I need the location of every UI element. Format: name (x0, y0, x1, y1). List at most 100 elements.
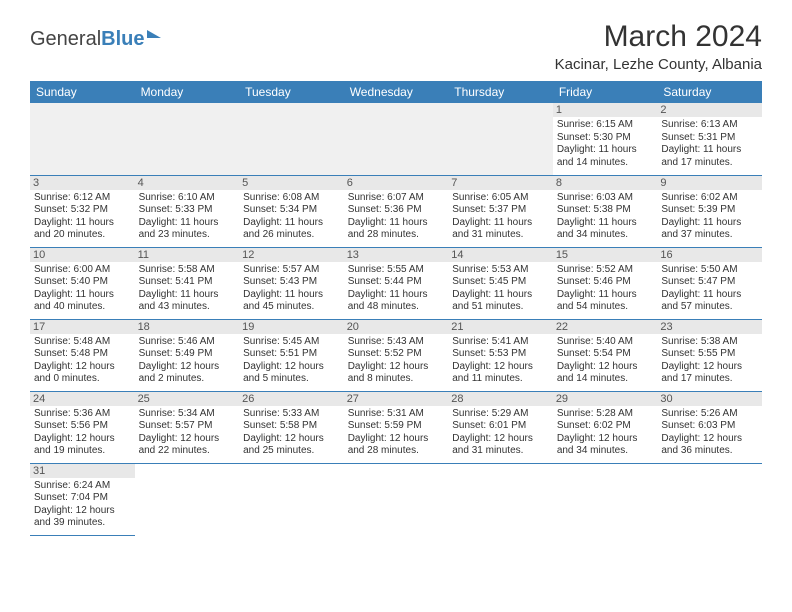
calendar-cell (553, 463, 658, 535)
daylight-line: Daylight: 11 hours and 17 minutes. (661, 144, 758, 169)
calendar-cell (135, 463, 240, 535)
weekday-header: Sunday (30, 81, 135, 103)
daylight-line: Daylight: 11 hours and 26 minutes. (243, 217, 340, 242)
weekday-header: Monday (135, 81, 240, 103)
sunrise-line: Sunrise: 6:15 AM (557, 119, 654, 132)
daylight-line: Daylight: 11 hours and 31 minutes. (452, 217, 549, 242)
logo-flag-icon (147, 30, 161, 38)
sunrise-line: Sunrise: 5:28 AM (557, 408, 654, 421)
calendar-cell (239, 463, 344, 535)
daylight-line: Daylight: 11 hours and 57 minutes. (661, 289, 758, 314)
calendar-cell: 13Sunrise: 5:55 AMSunset: 5:44 PMDayligh… (344, 247, 449, 319)
calendar-cell: 8Sunrise: 6:03 AMSunset: 5:38 PMDaylight… (553, 175, 658, 247)
sunset-line: Sunset: 5:57 PM (139, 420, 236, 433)
calendar-table: Sunday Monday Tuesday Wednesday Thursday… (30, 81, 762, 536)
sunset-line: Sunset: 5:36 PM (348, 204, 445, 217)
daylight-line: Daylight: 12 hours and 11 minutes. (452, 361, 549, 386)
day-number: 10 (30, 248, 135, 262)
calendar-cell: 30Sunrise: 5:26 AMSunset: 6:03 PMDayligh… (657, 391, 762, 463)
calendar-cell: 5Sunrise: 6:08 AMSunset: 5:34 PMDaylight… (239, 175, 344, 247)
day-number: 17 (30, 320, 135, 334)
sunrise-line: Sunrise: 5:55 AM (348, 264, 445, 277)
calendar-row: 17Sunrise: 5:48 AMSunset: 5:48 PMDayligh… (30, 319, 762, 391)
sunrise-line: Sunrise: 5:45 AM (243, 336, 340, 349)
weekday-header: Saturday (657, 81, 762, 103)
day-number: 13 (344, 248, 449, 262)
day-number: 18 (135, 320, 240, 334)
sunrise-line: Sunrise: 5:36 AM (34, 408, 131, 421)
calendar-cell: 15Sunrise: 5:52 AMSunset: 5:46 PMDayligh… (553, 247, 658, 319)
calendar-cell: 7Sunrise: 6:05 AMSunset: 5:37 PMDaylight… (448, 175, 553, 247)
day-number: 26 (239, 392, 344, 406)
sunset-line: Sunset: 5:39 PM (661, 204, 758, 217)
daylight-line: Daylight: 11 hours and 54 minutes. (557, 289, 654, 314)
sunrise-line: Sunrise: 6:24 AM (34, 480, 131, 493)
sunrise-line: Sunrise: 5:52 AM (557, 264, 654, 277)
sunrise-line: Sunrise: 6:05 AM (452, 192, 549, 205)
daylight-line: Daylight: 12 hours and 5 minutes. (243, 361, 340, 386)
title-block: March 2024 Kacinar, Lezhe County, Albani… (555, 20, 762, 73)
sunset-line: Sunset: 5:43 PM (243, 276, 340, 289)
header: GeneralBlue March 2024 Kacinar, Lezhe Co… (30, 20, 762, 73)
sunset-line: Sunset: 5:34 PM (243, 204, 340, 217)
calendar-cell (344, 103, 449, 175)
calendar-cell: 4Sunrise: 6:10 AMSunset: 5:33 PMDaylight… (135, 175, 240, 247)
calendar-cell: 10Sunrise: 6:00 AMSunset: 5:40 PMDayligh… (30, 247, 135, 319)
day-number: 21 (448, 320, 553, 334)
calendar-row: 3Sunrise: 6:12 AMSunset: 5:32 PMDaylight… (30, 175, 762, 247)
location-subtitle: Kacinar, Lezhe County, Albania (555, 56, 762, 73)
sunrise-line: Sunrise: 5:26 AM (661, 408, 758, 421)
daylight-line: Daylight: 12 hours and 0 minutes. (34, 361, 131, 386)
sunrise-line: Sunrise: 5:46 AM (139, 336, 236, 349)
sunrise-line: Sunrise: 5:53 AM (452, 264, 549, 277)
day-number: 12 (239, 248, 344, 262)
calendar-cell (30, 103, 135, 175)
calendar-cell: 18Sunrise: 5:46 AMSunset: 5:49 PMDayligh… (135, 319, 240, 391)
calendar-cell: 1Sunrise: 6:15 AMSunset: 5:30 PMDaylight… (553, 103, 658, 175)
sunrise-line: Sunrise: 6:13 AM (661, 119, 758, 132)
day-number: 24 (30, 392, 135, 406)
weekday-header: Thursday (448, 81, 553, 103)
day-number: 2 (657, 103, 762, 117)
day-number: 3 (30, 176, 135, 190)
day-number: 23 (657, 320, 762, 334)
sunrise-line: Sunrise: 5:58 AM (139, 264, 236, 277)
sunset-line: Sunset: 5:54 PM (557, 348, 654, 361)
sunrise-line: Sunrise: 5:29 AM (452, 408, 549, 421)
day-number: 16 (657, 248, 762, 262)
weekday-header-row: Sunday Monday Tuesday Wednesday Thursday… (30, 81, 762, 103)
day-number: 19 (239, 320, 344, 334)
daylight-line: Daylight: 12 hours and 8 minutes. (348, 361, 445, 386)
day-number: 9 (657, 176, 762, 190)
daylight-line: Daylight: 11 hours and 40 minutes. (34, 289, 131, 314)
daylight-line: Daylight: 11 hours and 43 minutes. (139, 289, 236, 314)
day-number: 11 (135, 248, 240, 262)
sunset-line: Sunset: 5:48 PM (34, 348, 131, 361)
sunset-line: Sunset: 5:47 PM (661, 276, 758, 289)
daylight-line: Daylight: 11 hours and 23 minutes. (139, 217, 236, 242)
daylight-line: Daylight: 12 hours and 28 minutes. (348, 433, 445, 458)
sunset-line: Sunset: 5:49 PM (139, 348, 236, 361)
day-number: 20 (344, 320, 449, 334)
calendar-row: 1Sunrise: 6:15 AMSunset: 5:30 PMDaylight… (30, 103, 762, 175)
sunset-line: Sunset: 5:59 PM (348, 420, 445, 433)
sunset-line: Sunset: 5:32 PM (34, 204, 131, 217)
sunrise-line: Sunrise: 6:07 AM (348, 192, 445, 205)
daylight-line: Daylight: 12 hours and 17 minutes. (661, 361, 758, 386)
calendar-cell: 17Sunrise: 5:48 AMSunset: 5:48 PMDayligh… (30, 319, 135, 391)
calendar-row: 31Sunrise: 6:24 AMSunset: 7:04 PMDayligh… (30, 463, 762, 535)
calendar-cell: 14Sunrise: 5:53 AMSunset: 5:45 PMDayligh… (448, 247, 553, 319)
sunset-line: Sunset: 5:33 PM (139, 204, 236, 217)
sunset-line: Sunset: 5:55 PM (661, 348, 758, 361)
calendar-cell: 11Sunrise: 5:58 AMSunset: 5:41 PMDayligh… (135, 247, 240, 319)
calendar-cell: 28Sunrise: 5:29 AMSunset: 6:01 PMDayligh… (448, 391, 553, 463)
daylight-line: Daylight: 11 hours and 34 minutes. (557, 217, 654, 242)
sunrise-line: Sunrise: 5:41 AM (452, 336, 549, 349)
sunset-line: Sunset: 5:31 PM (661, 132, 758, 145)
calendar-cell (239, 103, 344, 175)
daylight-line: Daylight: 11 hours and 45 minutes. (243, 289, 340, 314)
daylight-line: Daylight: 12 hours and 19 minutes. (34, 433, 131, 458)
day-number: 29 (553, 392, 658, 406)
day-number: 7 (448, 176, 553, 190)
sunrise-line: Sunrise: 6:10 AM (139, 192, 236, 205)
